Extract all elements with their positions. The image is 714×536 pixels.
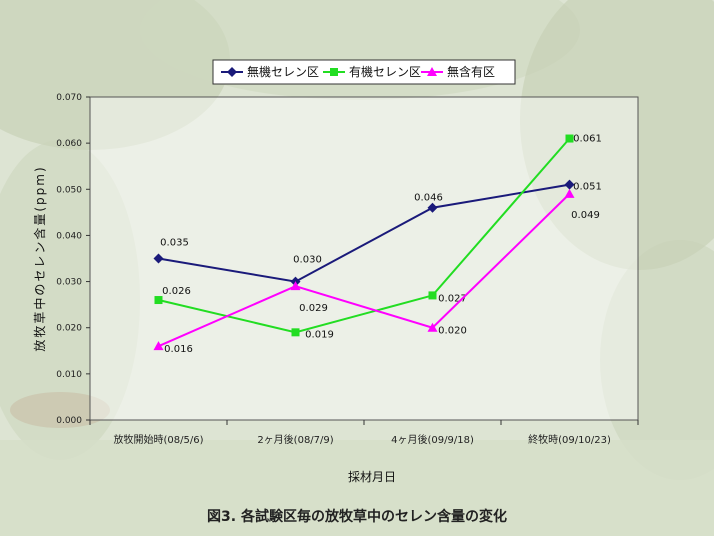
y-tick-label: 0.050 [56, 185, 82, 195]
data-label: 0.019 [305, 329, 334, 340]
data-label: 0.020 [438, 326, 467, 337]
data-point [153, 341, 164, 351]
data-label: 0.027 [438, 293, 467, 304]
data-point [154, 296, 163, 305]
series-line [158, 183, 570, 283]
data-point [428, 291, 437, 300]
data-label: 0.061 [573, 134, 602, 145]
x-axis-title: 採材月日 [348, 470, 396, 484]
y-axis-title: 放牧草中のセレン含量(ppm) [32, 165, 47, 351]
x-tick-label: 放牧開始時(08/5/6) [114, 433, 204, 446]
data-point [291, 328, 300, 337]
data-point [427, 322, 438, 332]
legend-swatch-marker [427, 67, 437, 76]
data-point [564, 179, 575, 190]
plot-area [89, 96, 639, 421]
y-tick-label: 0.030 [56, 278, 82, 288]
y-tick-label: 0.020 [56, 324, 82, 334]
data-point [153, 253, 164, 264]
data-label: 0.035 [160, 238, 189, 249]
y-tick-label: 0.010 [56, 370, 82, 380]
y-tick-label: 0.060 [56, 139, 82, 149]
figure-caption: 図3. 各試験区毎の放牧草中のセレン含量の変化 [207, 509, 507, 525]
legend-label: 無機セレン区 [247, 64, 319, 79]
data-label: 0.026 [162, 286, 191, 297]
legend-label: 有機セレン区 [349, 64, 421, 79]
data-label: 0.029 [299, 303, 328, 314]
legend-swatch-marker [227, 67, 237, 77]
data-point [290, 281, 301, 291]
data-point [564, 188, 575, 198]
legend-box [212, 59, 516, 85]
data-label: 0.016 [164, 344, 193, 355]
data-point [565, 134, 574, 143]
data-label: 0.049 [571, 210, 600, 221]
y-tick-label: 0.000 [56, 416, 82, 426]
x-tick-label: 4ヶ月後(09/9/18) [391, 433, 474, 446]
data-label: 0.051 [573, 182, 602, 193]
data-label: 0.030 [293, 255, 322, 266]
y-tick-label: 0.040 [56, 231, 82, 241]
y-tick-label: 0.070 [56, 93, 82, 103]
data-point [427, 202, 438, 213]
x-tick-label: 終牧時(09/10/23) [528, 433, 611, 446]
x-tick-label: 2ヶ月後(08/7/9) [257, 433, 333, 446]
legend-swatch-marker [330, 68, 338, 76]
legend-label: 無含有区 [447, 64, 495, 79]
series-line [158, 193, 571, 348]
data-label: 0.046 [414, 193, 443, 204]
